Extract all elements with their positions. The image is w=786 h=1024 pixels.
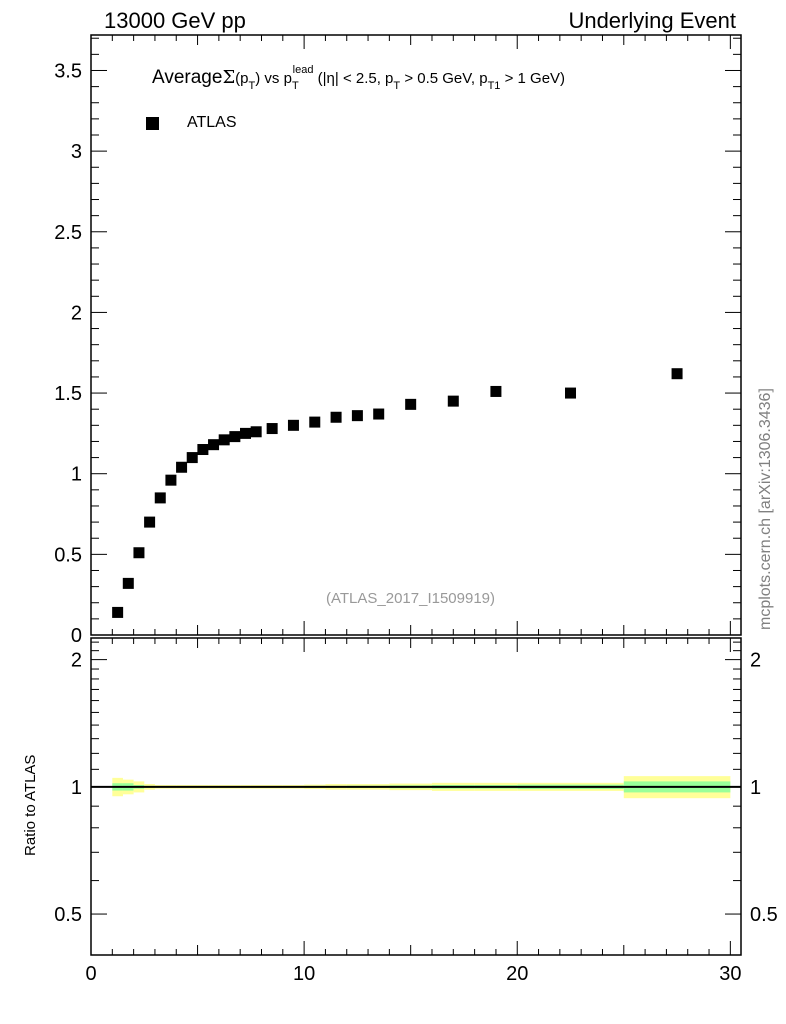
data-point: [309, 416, 321, 428]
y-tick-label: 3: [71, 141, 82, 163]
data-point: [240, 427, 252, 439]
data-point: [197, 444, 209, 456]
data-point: [565, 387, 577, 399]
legend-label: ATLAS: [187, 114, 237, 131]
data-point: [671, 368, 683, 380]
data-point: [154, 492, 166, 504]
data-point: [351, 410, 363, 422]
ratio-ylabel: Ratio to ATLAS: [22, 754, 39, 856]
title-part: (|η| < 2.5, p: [317, 70, 394, 87]
title-sup: lead: [292, 64, 314, 76]
y-tick-label: 0.5: [54, 544, 82, 566]
y-tick-label: 1.5: [54, 383, 82, 405]
data-point: [133, 547, 145, 559]
title-part: ): [255, 70, 261, 87]
ratio-y-tick-label-right: 1: [750, 777, 761, 799]
data-point: [266, 423, 278, 435]
data-point: [186, 452, 198, 464]
plot-title: AverageΣ(pT) vs pTlead (|η| < 2.5, pT > …: [152, 64, 565, 92]
data-point: [218, 434, 230, 446]
ratio-y-tick-label: 1: [71, 777, 82, 799]
title-part: (p: [235, 70, 249, 87]
y-tick-label: 1: [71, 464, 82, 486]
data-point: [287, 419, 299, 431]
data-point: [405, 398, 417, 410]
title-sub: T: [291, 80, 299, 92]
x-tick-label: 20: [506, 963, 528, 985]
title-part: > 0.5 GeV, p: [404, 70, 488, 87]
data-point: [208, 439, 220, 451]
data-point: [250, 426, 262, 438]
title-sub: T: [248, 80, 256, 92]
data-point: [229, 431, 241, 443]
data-point: [330, 411, 342, 423]
y-tick-label: 2: [71, 302, 82, 324]
y-tick-label: 0: [71, 625, 82, 647]
y-tick-label: 3.5: [54, 60, 82, 82]
side-label: mcplots.cern.ch [arXiv:1306.3436]: [757, 388, 774, 630]
header-right: Underlying Event: [568, 8, 736, 33]
x-tick-label: 10: [293, 963, 315, 985]
ratio-y-tick-label-right: 2: [750, 650, 761, 672]
x-tick-label: 0: [85, 963, 96, 985]
data-point: [165, 474, 177, 486]
data-point: [490, 385, 502, 397]
title-average: Average: [152, 67, 223, 88]
ratio-y-tick-label: 2: [71, 650, 82, 672]
title-sigma: Σ: [222, 67, 236, 88]
title-sub: T: [393, 80, 401, 92]
data-point: [373, 408, 385, 420]
y-tick-label: 2.5: [54, 222, 82, 244]
x-tick-label: 30: [719, 963, 741, 985]
header-left: 13000 GeV pp: [104, 8, 246, 33]
data-point: [447, 395, 459, 407]
data-point: [122, 577, 134, 589]
title-sub: T1: [487, 80, 501, 92]
main-frame: [90, 34, 742, 636]
title-part: vs p: [264, 70, 292, 87]
data-point: [112, 606, 124, 618]
analysis-label: (ATLAS_2017_I1509919): [326, 590, 496, 607]
ratio-y-tick-label: 0.5: [54, 904, 82, 926]
ratio-y-tick-label-right: 0.5: [750, 904, 778, 926]
title-part: > 1 GeV): [504, 70, 566, 87]
data-point: [144, 516, 156, 528]
data-point: [176, 461, 188, 473]
ratio-frame: [90, 637, 742, 956]
legend-marker: [146, 117, 159, 130]
